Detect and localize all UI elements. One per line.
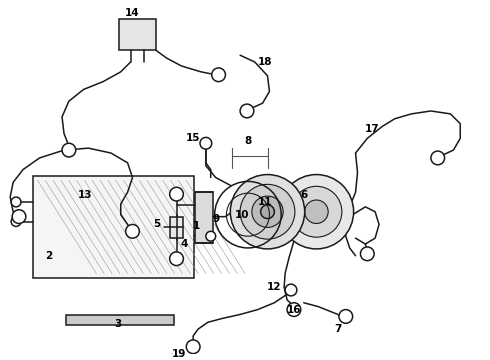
Circle shape	[206, 231, 216, 241]
Circle shape	[291, 186, 342, 237]
Text: 19: 19	[172, 348, 187, 359]
Circle shape	[252, 196, 283, 228]
Bar	[170, 217, 183, 238]
Text: 9: 9	[212, 213, 219, 224]
Bar	[33, 176, 194, 278]
Circle shape	[287, 303, 301, 316]
Text: 13: 13	[78, 190, 93, 200]
Text: 6: 6	[300, 190, 307, 200]
Text: 1: 1	[193, 221, 200, 231]
Text: 3: 3	[114, 319, 122, 329]
Text: 14: 14	[125, 8, 140, 18]
Circle shape	[170, 252, 183, 266]
Circle shape	[261, 205, 274, 219]
Text: 18: 18	[257, 57, 272, 67]
Circle shape	[62, 143, 76, 157]
Circle shape	[279, 175, 354, 249]
Circle shape	[230, 175, 305, 249]
Circle shape	[240, 184, 295, 239]
Text: 17: 17	[365, 123, 379, 134]
Circle shape	[431, 151, 444, 165]
Text: 7: 7	[334, 324, 342, 334]
Circle shape	[11, 217, 21, 226]
Circle shape	[186, 340, 200, 354]
Bar	[66, 315, 173, 325]
Text: 15: 15	[186, 133, 200, 143]
Text: 10: 10	[235, 210, 249, 220]
Circle shape	[305, 200, 328, 224]
Text: 5: 5	[153, 220, 161, 229]
Text: 4: 4	[181, 239, 188, 249]
Bar	[119, 19, 156, 50]
Bar	[195, 192, 213, 243]
Circle shape	[12, 210, 26, 224]
Circle shape	[170, 187, 183, 201]
Circle shape	[165, 355, 178, 360]
Circle shape	[285, 284, 297, 296]
Text: 12: 12	[267, 282, 282, 292]
Text: 11: 11	[257, 197, 272, 207]
Circle shape	[240, 104, 254, 118]
Circle shape	[339, 310, 353, 323]
Text: 2: 2	[45, 251, 52, 261]
Circle shape	[200, 138, 212, 149]
Text: 16: 16	[287, 305, 301, 315]
Circle shape	[361, 247, 374, 261]
Circle shape	[125, 225, 139, 238]
Circle shape	[212, 68, 225, 82]
Text: 8: 8	[245, 136, 251, 146]
Circle shape	[11, 197, 21, 207]
